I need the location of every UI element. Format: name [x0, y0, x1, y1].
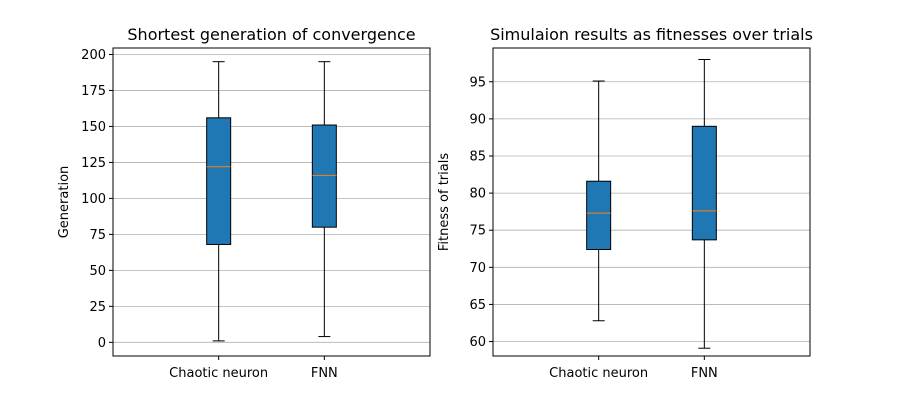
box-iqr — [691, 125, 717, 241]
right-y-tick-label: 65 — [469, 298, 486, 313]
left-y-tick-label: 75 — [89, 228, 106, 243]
right-x-tick-label: FNN — [691, 366, 718, 381]
right-y-tick-label: 70 — [469, 261, 486, 276]
left-x-tick-label: Chaotic neuron — [169, 366, 268, 381]
right-chart-panel: 60 65 70 75 80 85 90 95 Chaotic neuron FNN Simulai… — [437, 25, 813, 381]
box-iqr — [311, 124, 337, 228]
left-y-tick-label: 150 — [81, 120, 106, 135]
right-chart-title: Simulaion results as fitnesses over tria… — [490, 25, 813, 44]
left-box-chaotic-neuron — [206, 61, 232, 342]
right-y-tick-label: 60 — [469, 335, 486, 350]
right-box-chaotic-neuron — [586, 80, 612, 322]
left-x-tick-label: FNN — [311, 366, 338, 381]
right-x-tick-label: Chaotic neuron — [549, 366, 648, 381]
left-y-tick-label: 50 — [89, 264, 106, 279]
right-y-tick-label: 75 — [469, 224, 486, 239]
left-y-tick-label: 25 — [89, 300, 106, 315]
left-y-tick-label: 100 — [81, 192, 106, 207]
left-chart-title: Shortest generation of convergence — [127, 25, 415, 44]
left-y-tick-label: 0 — [98, 336, 106, 351]
left-y-tick-label: 175 — [81, 84, 106, 99]
right-axes-frame — [492, 47, 811, 357]
box-iqr — [206, 117, 232, 245]
left-chart-panel: 0 25 50 75 100 125 150 175 200 Chaotic neuron FNN S… — [57, 25, 431, 381]
right-y-tick-label: 90 — [469, 112, 486, 127]
left-axes-frame — [112, 47, 431, 357]
right-y-tick-label: 80 — [469, 187, 486, 202]
left-y-axis-label: Generation — [57, 166, 72, 239]
right-y-tick-label: 95 — [469, 75, 486, 90]
left-y-tick-label: 200 — [81, 48, 106, 63]
left-y-tick-label: 125 — [81, 156, 106, 171]
right-y-axis-label: Fitness of trials — [437, 153, 452, 251]
right-y-tick-label: 85 — [469, 149, 486, 164]
right-box-fnn — [691, 59, 717, 349]
left-box-fnn — [311, 61, 337, 338]
box-iqr — [586, 180, 612, 250]
